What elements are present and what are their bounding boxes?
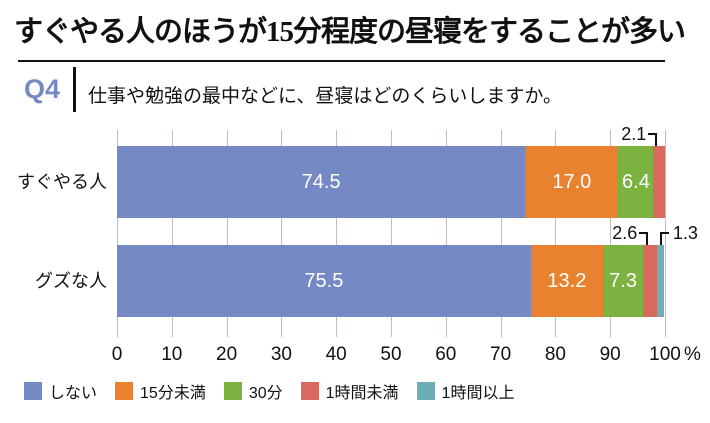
x-tick-label: 100 [649, 344, 681, 365]
legend-swatch [223, 382, 242, 400]
page-title: すぐやる人のほうが15分程度の昼寝をすることが多い [14, 16, 686, 48]
callout-bracket [659, 232, 669, 245]
x-tick-label: 0 [111, 344, 123, 365]
gridline-20 [226, 130, 228, 337]
bar-value-label: 74.5 [301, 170, 341, 193]
gridline-0 [117, 130, 118, 337]
gridline-10 [171, 130, 173, 337]
legend-label: しない [49, 385, 98, 402]
x-tick-label: 30 [270, 344, 292, 365]
legend: しない 15分未満 30分 1時間未満 1時間以上 [24, 379, 514, 403]
bar-segment [653, 146, 665, 218]
legend-item: 15分未満 [115, 379, 206, 403]
legend-label: 1時間未満 [325, 385, 399, 402]
bar-value-label: 6.4 [622, 170, 650, 193]
x-tick-label: 90 [599, 344, 621, 365]
category-label: すぐやる人 [17, 172, 107, 192]
bar-segment: 17.0 [525, 146, 619, 218]
question-separator [73, 67, 76, 112]
x-tick-label: 40 [325, 344, 347, 365]
x-axis-unit: % [684, 344, 701, 365]
callout-bracket [639, 232, 649, 245]
legend-item: 1時間未満 [300, 379, 399, 403]
gridline-90 [610, 130, 612, 337]
bar-segment: 6.4 [618, 146, 654, 218]
bar-segment: 7.3 [603, 245, 644, 317]
plot-area: 74.5 17.0 6.4 2.1 75.5 13.2 7.3 2.6 1.3 [117, 125, 699, 337]
bar-value-label: 7.3 [609, 269, 637, 292]
bar-segment [657, 245, 665, 317]
gridline-80 [555, 130, 557, 337]
gridline-30 [281, 130, 283, 337]
question-number: Q4 [24, 74, 61, 104]
question-text: 仕事や勉強の最中などに、昼寝はどのくらいしますか。 [88, 86, 563, 107]
legend-label: 30分 [248, 385, 283, 402]
gridline-70 [500, 130, 502, 337]
legend-label: 1時間以上 [441, 385, 515, 402]
x-tick-label: 80 [544, 344, 566, 365]
bar-segment: 13.2 [530, 245, 604, 317]
legend-item: 30分 [223, 379, 283, 403]
bar-value-label: 13.2 [547, 269, 587, 292]
legend-swatch [115, 382, 134, 400]
gridline-60 [445, 130, 447, 337]
legend-item: 1時間以上 [416, 379, 515, 403]
callout-value-label: 2.1 [620, 124, 648, 144]
callout-value-label: 2.6 [611, 223, 639, 243]
legend-item: しない [24, 379, 97, 403]
legend-label: 15分未満 [140, 385, 206, 402]
x-axis: 0 10 20 30 40 50 60 70 80 90 100% [112, 344, 701, 368]
x-tick-label: 10 [161, 344, 183, 365]
bar-value-label: 75.5 [304, 269, 344, 292]
gridline-50 [391, 130, 392, 337]
callout-value-label: 1.3 [671, 223, 699, 243]
legend-swatch [300, 382, 319, 400]
x-tick-label: 20 [216, 344, 238, 365]
title-divider [18, 60, 665, 62]
legend-swatch [416, 382, 435, 400]
bar-segment [643, 245, 658, 317]
bar-value-label: 17.0 [552, 170, 592, 193]
category-label: グズな人 [35, 271, 107, 291]
bar-segment: 74.5 [117, 146, 526, 218]
bar-segment: 75.5 [117, 245, 531, 317]
gridline-40 [336, 130, 338, 337]
callout-bracket [648, 133, 658, 146]
x-tick-label: 70 [490, 344, 512, 365]
x-tick-label: 50 [380, 344, 402, 365]
legend-swatch [24, 382, 42, 400]
x-tick-label: 60 [435, 344, 457, 365]
